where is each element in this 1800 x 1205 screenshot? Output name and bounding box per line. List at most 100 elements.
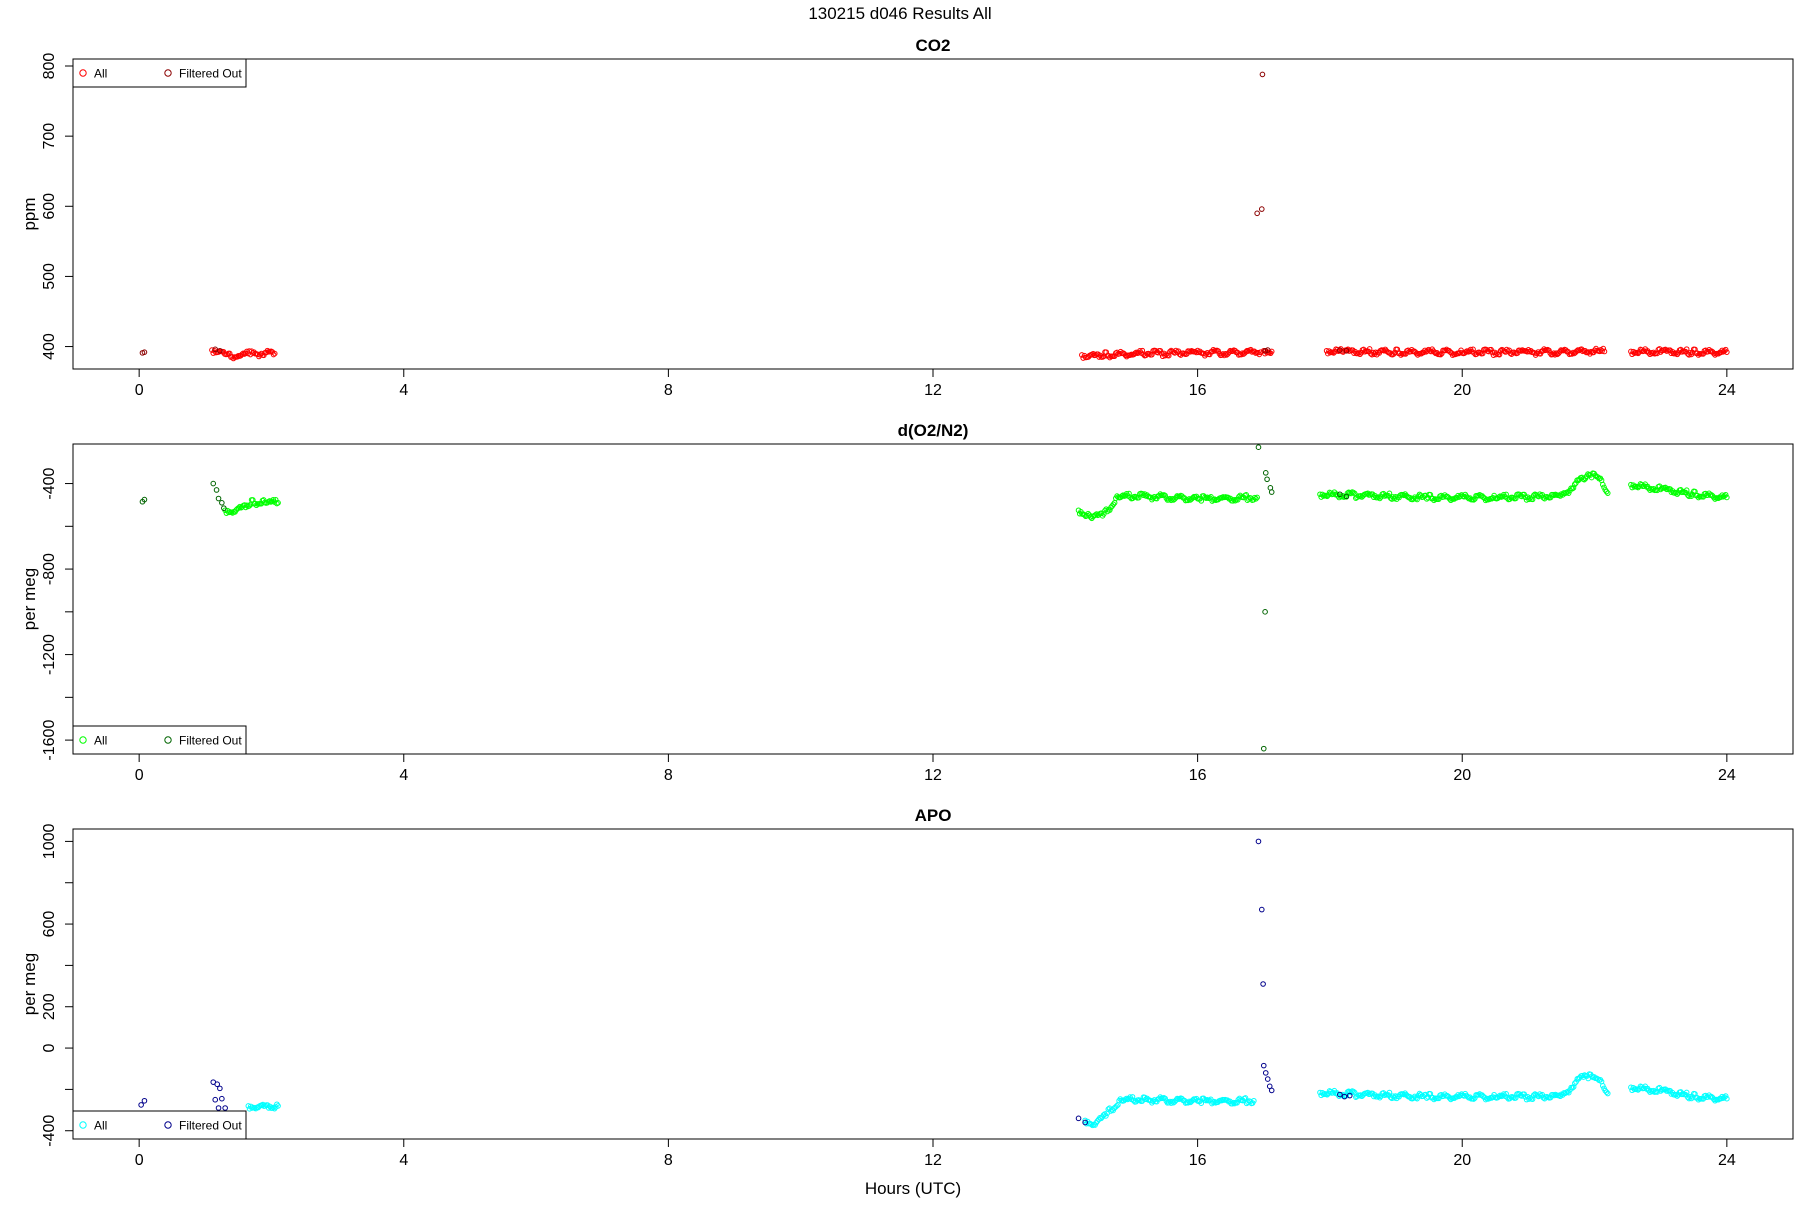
- data-point: [1204, 1096, 1210, 1103]
- data-point: [1375, 1093, 1382, 1100]
- data-point: [1260, 745, 1267, 752]
- data-point: [1132, 350, 1138, 357]
- data-point: [1169, 495, 1176, 502]
- y-tick-label: 0: [41, 1044, 58, 1053]
- data-point: [1268, 1087, 1275, 1094]
- data-point: [1442, 347, 1449, 354]
- data-point: [271, 350, 278, 357]
- x-tick-label: 0: [135, 767, 144, 784]
- data-point: [1198, 498, 1205, 504]
- data-point: [1092, 512, 1099, 518]
- legend-marker: [164, 1121, 172, 1129]
- data-point: [1324, 1091, 1330, 1098]
- data-point: [1570, 485, 1577, 491]
- data-point: [1230, 1099, 1237, 1106]
- data-point: [1231, 1100, 1238, 1107]
- data-point: [219, 1095, 225, 1102]
- data-point: [1157, 347, 1164, 354]
- data-point: [1600, 481, 1606, 488]
- legend: All Filtered Out: [72, 725, 247, 755]
- data-point: [1724, 1095, 1730, 1102]
- data-point: [1258, 206, 1265, 212]
- data-point: [1482, 1096, 1489, 1103]
- data-point: [1262, 347, 1268, 354]
- data-point: [1521, 491, 1527, 498]
- data-point: [1251, 1097, 1257, 1104]
- data-point: [1357, 493, 1364, 499]
- data-point: [1337, 347, 1343, 353]
- data-point: [1264, 476, 1270, 483]
- legend-frame: [72, 58, 247, 88]
- data-point: [234, 354, 240, 360]
- y-tick-label: -400: [41, 1115, 58, 1147]
- data-point: [1565, 1089, 1572, 1096]
- data-point: [1098, 510, 1105, 517]
- data-point: [1234, 497, 1241, 503]
- data-point: [1722, 1093, 1729, 1099]
- data-point: [219, 499, 225, 506]
- x-tick-label: 16: [1189, 767, 1207, 784]
- data-point: [1381, 347, 1387, 354]
- data-point: [1482, 497, 1489, 504]
- series-all: [245, 1071, 1730, 1129]
- data-point: [1600, 345, 1607, 352]
- data-point: [1375, 494, 1382, 500]
- data-point: [141, 349, 148, 355]
- data-point: [1475, 1092, 1482, 1098]
- data-point: [1186, 496, 1192, 502]
- data-point: [1162, 352, 1168, 359]
- data-point: [1337, 1091, 1343, 1098]
- data-point: [1087, 514, 1094, 520]
- x-tick-label: 24: [1718, 382, 1736, 399]
- data-point: [1264, 1076, 1271, 1082]
- data-point: [1437, 351, 1444, 358]
- data-point: [1260, 1062, 1267, 1069]
- chart-panel-2: d(O2/N2) per meg 0 4 8 12 16 20 24 -400 -800 -1200 -…: [20, 421, 1794, 784]
- legend: All Filtered Out: [72, 58, 247, 88]
- data-point: [1251, 494, 1258, 501]
- data-point: [1496, 494, 1502, 500]
- data-point: [1496, 1093, 1502, 1100]
- data-point: [1162, 492, 1168, 499]
- data-point: [1258, 906, 1265, 913]
- data-point: [138, 1102, 144, 1108]
- legend-marker: [79, 1121, 87, 1129]
- data-point: [1457, 493, 1464, 499]
- data-point: [1262, 1070, 1269, 1076]
- y-tick-label: 600: [41, 911, 58, 938]
- data-point: [1719, 492, 1725, 499]
- x-tick-label: 20: [1453, 767, 1471, 784]
- data-point: [217, 1085, 223, 1092]
- legend-label: All: [94, 1119, 107, 1133]
- data-point: [1204, 494, 1211, 501]
- data-point: [1719, 347, 1725, 354]
- data-point: [1724, 494, 1730, 501]
- data-point: [1234, 1099, 1240, 1106]
- data-point: [1346, 1092, 1353, 1099]
- data-point: [270, 351, 277, 358]
- data-point: [1254, 494, 1260, 501]
- data-point: [1150, 495, 1156, 501]
- data-point: [214, 1081, 221, 1088]
- data-point: [1143, 1096, 1149, 1103]
- data-point: [1526, 1096, 1532, 1102]
- legend: All Filtered Out: [72, 1110, 247, 1140]
- page-title: 130215 d046 Results All: [808, 4, 991, 23]
- data-point: [1176, 1096, 1183, 1102]
- y-axis-label: per meg: [20, 953, 39, 1015]
- data-point: [1526, 496, 1532, 503]
- x-tick-label: 20: [1453, 382, 1471, 399]
- data-point: [1343, 347, 1350, 354]
- data-point: [239, 351, 245, 358]
- data-point: [1673, 350, 1679, 356]
- data-point: [1497, 347, 1504, 354]
- data-point: [1198, 1100, 1205, 1106]
- plot-area-frame: [72, 58, 1794, 370]
- data-point: [1683, 487, 1690, 494]
- data-point: [1089, 1122, 1096, 1129]
- legend-label: Filtered Out: [179, 67, 242, 81]
- data-point: [1674, 1093, 1681, 1099]
- data-point: [215, 1105, 222, 1111]
- x-tick-label: 4: [399, 767, 408, 784]
- data-point: [1601, 348, 1608, 355]
